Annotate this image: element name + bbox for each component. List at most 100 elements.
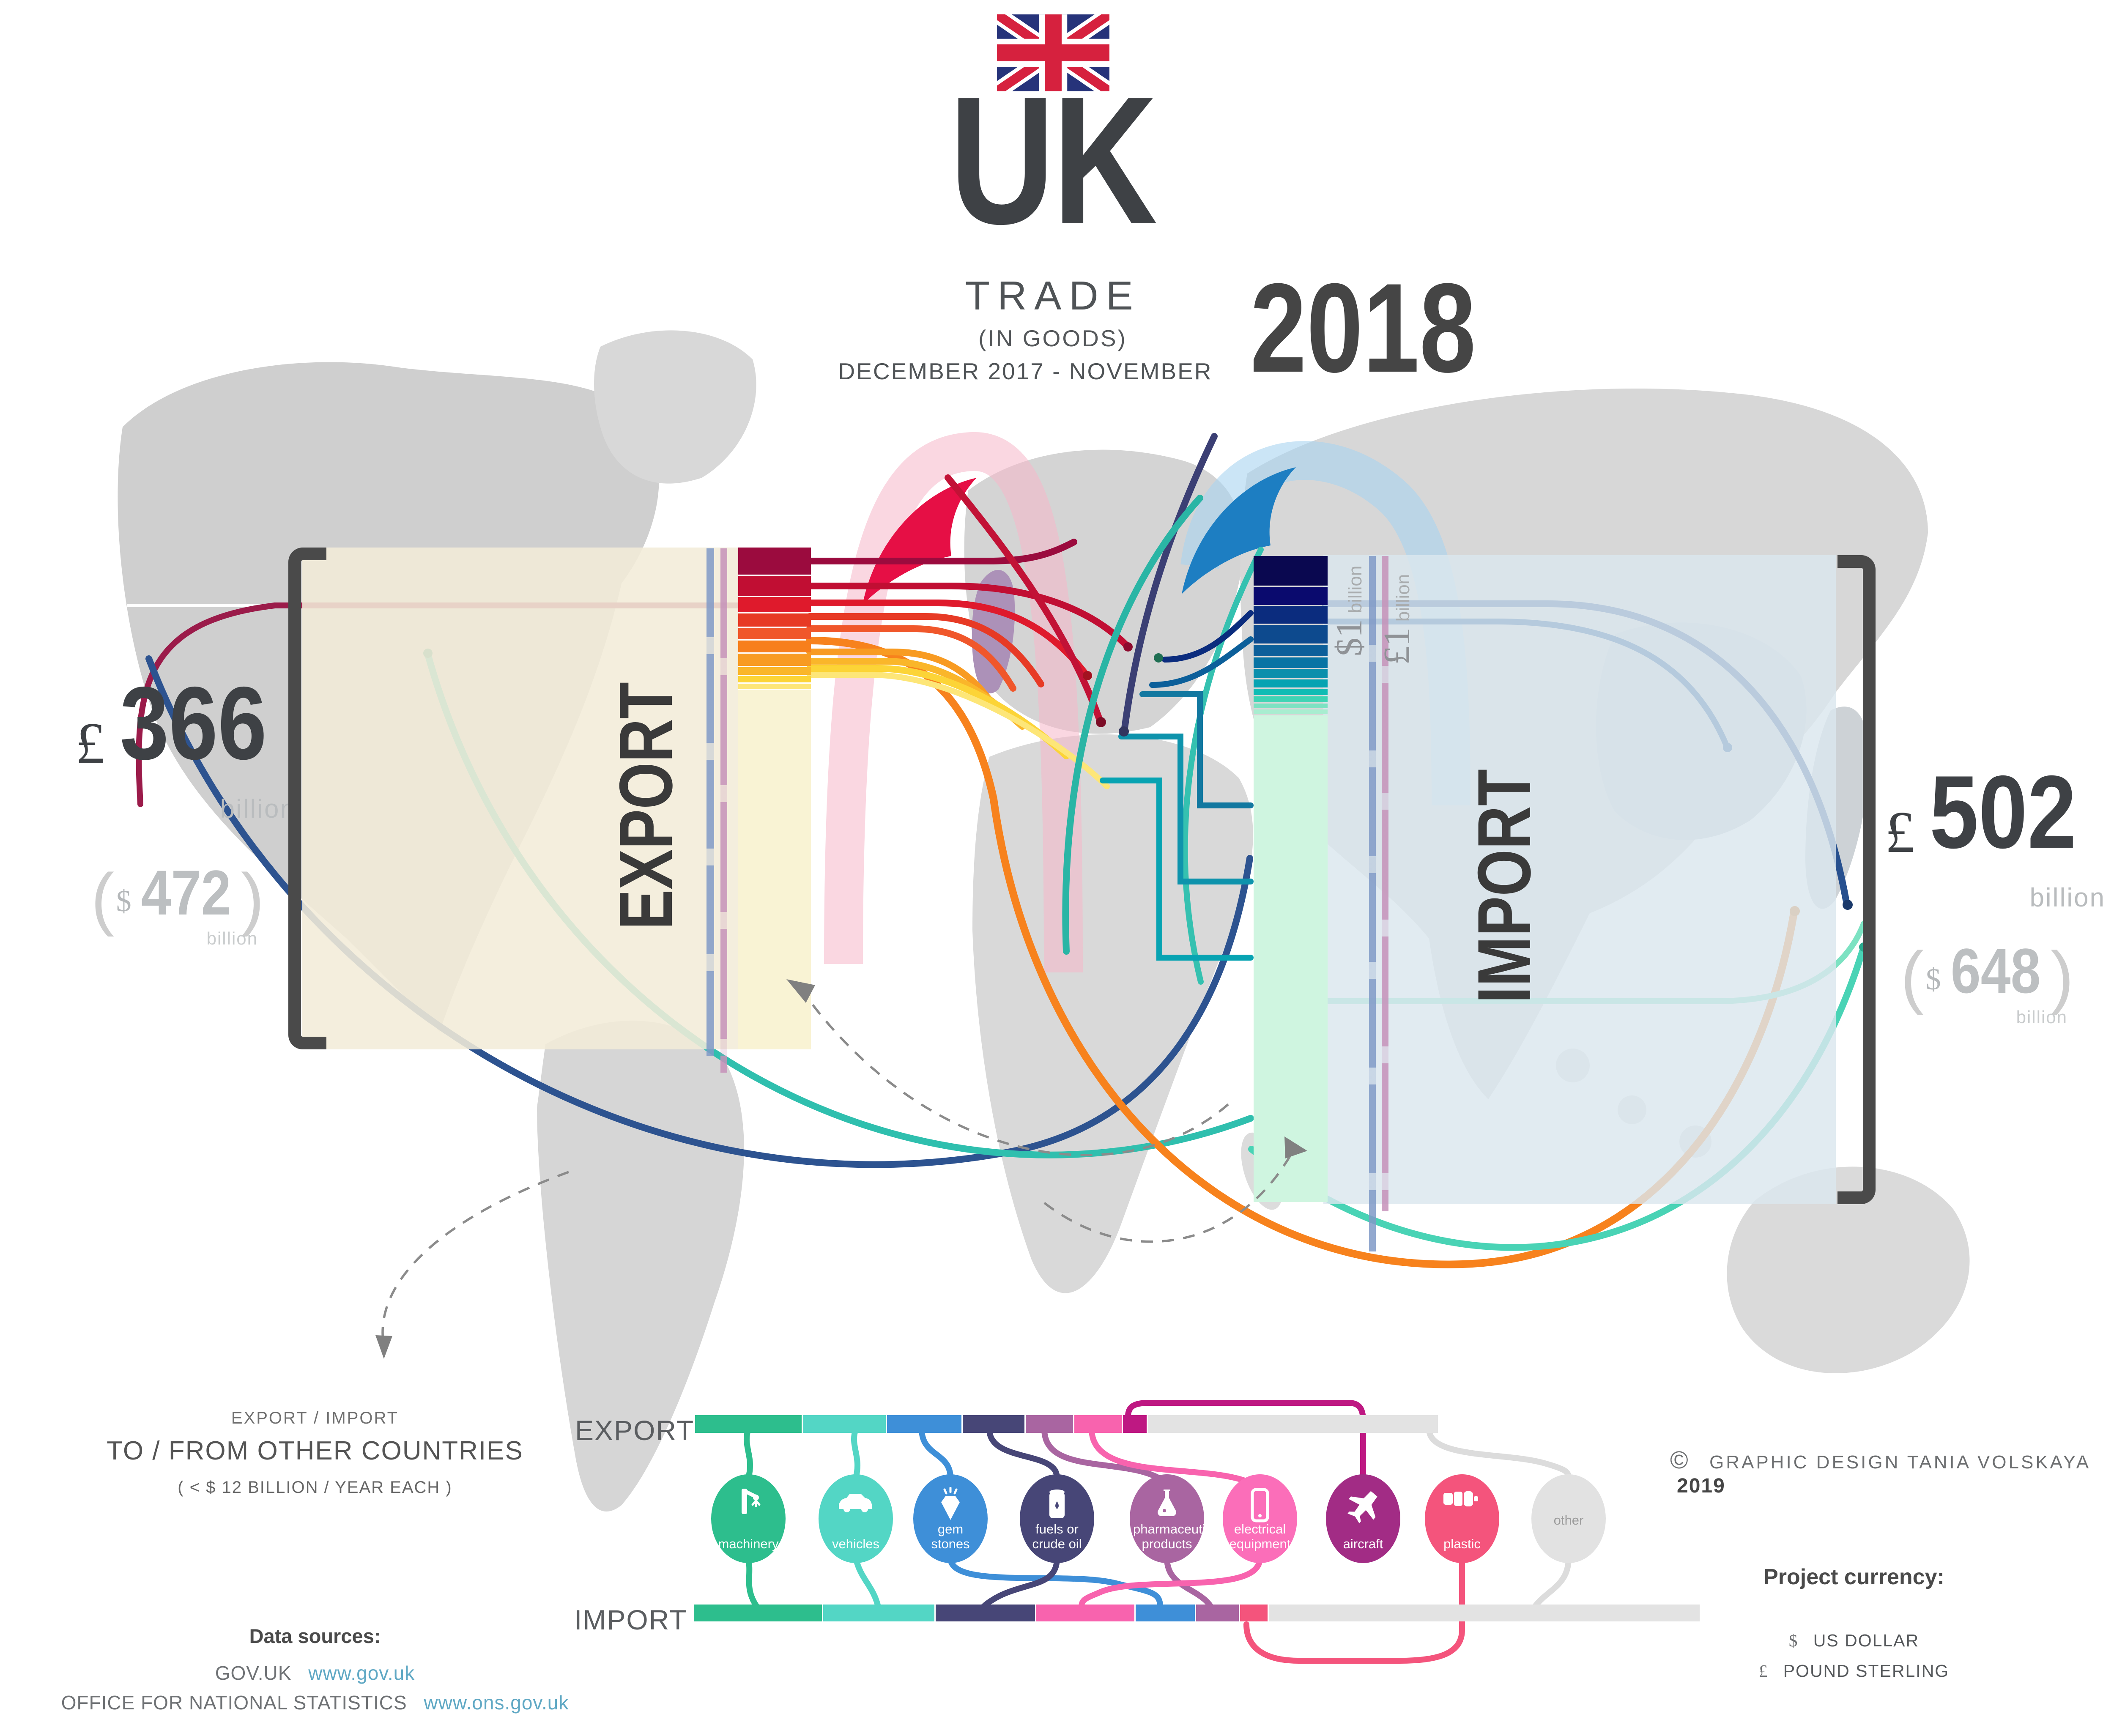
import-bar-gem-stones xyxy=(1136,1605,1195,1621)
import-bar-electrical-equipment xyxy=(1036,1605,1134,1621)
export-arrow-icon xyxy=(863,478,977,605)
category-machinery: machinery xyxy=(711,1474,786,1563)
category-label-electrical-equipment: electrical equipment xyxy=(1229,1522,1291,1551)
export-stack-segment-3 xyxy=(738,613,811,627)
import-category-bar xyxy=(694,1605,1700,1621)
import-stack-segment-8 xyxy=(1254,689,1328,695)
other-countries-note-line3: ( < $ 12 BILLION / YEAR EACH ) xyxy=(178,1478,452,1497)
import-stack-segment-4 xyxy=(1254,645,1328,656)
export-bracket xyxy=(288,548,326,1049)
import-stack-segment-11 xyxy=(1254,709,1328,714)
source-link[interactable]: www.ons.gov.uk xyxy=(424,1692,569,1714)
category-label-vehicles: vehicles xyxy=(832,1536,879,1551)
export-stack-segment-10 xyxy=(738,690,811,1049)
import-scale-ruler-gbp xyxy=(1382,556,1388,1211)
gbp-symbol: £ xyxy=(75,711,105,776)
import-stack-segment-5 xyxy=(1254,657,1328,668)
export-scale-ruler-usd xyxy=(706,548,714,1056)
project-currency-title: Project currency: xyxy=(1763,1565,1944,1589)
import-bar-plastic xyxy=(1240,1605,1268,1621)
category-label-plastic: plastic xyxy=(1443,1536,1481,1551)
import-usd-unit: billion xyxy=(2016,1007,2067,1027)
import-gbp-unit: billion xyxy=(2029,883,2106,912)
usd-symbol: $ xyxy=(1925,962,1941,996)
usd-scale-label: $1billion xyxy=(1329,565,1370,657)
export-gbp-unit: billion xyxy=(220,794,296,824)
dollar-icon: $ xyxy=(1788,1631,1799,1650)
map-uk-highlight xyxy=(972,570,1015,693)
gbp-scale-label: £1billion xyxy=(1377,574,1418,665)
title-subtitle: (IN GOODS) xyxy=(978,325,1127,351)
dashed-arrow-to-note xyxy=(381,1171,569,1347)
export-bar-machinery xyxy=(695,1415,802,1433)
export-stack-segment-0 xyxy=(738,548,811,575)
export-arc xyxy=(824,432,1083,973)
export-bar-electrical-equipment xyxy=(1074,1415,1122,1433)
export-scale-ruler-gbp xyxy=(720,548,727,1073)
category-label-machinery: machinery xyxy=(718,1536,779,1551)
title-period: DECEMBER 2017 - NOVEMBER xyxy=(838,358,1213,384)
aircraft-icon xyxy=(1345,1487,1382,1526)
export-bar-other xyxy=(1148,1415,1438,1433)
export-total-usd: ( $ 472 ) xyxy=(91,857,264,937)
source-link[interactable]: www.gov.uk xyxy=(308,1662,415,1684)
import-stack-segment-2 xyxy=(1254,606,1328,624)
export-stack-segment-4 xyxy=(738,628,811,639)
import-stack-segment-1 xyxy=(1254,587,1328,605)
import-bracket xyxy=(1837,555,1876,1204)
export-label-vertical: EXPORT xyxy=(604,682,688,930)
category-label-pharmaceutical-products: pharmaceutical products xyxy=(1133,1522,1222,1551)
import-bar-machinery xyxy=(694,1605,822,1621)
import-stack-segment-6 xyxy=(1254,669,1328,678)
bottom-import-label: IMPORT xyxy=(574,1604,687,1635)
designer-credit: © GRAPHIC DESIGN TANIA VOLSKAYA 2019 xyxy=(1670,1446,2093,1498)
machinery-icon xyxy=(731,1487,766,1520)
map-europe xyxy=(964,449,1243,734)
export-stack xyxy=(738,548,811,1051)
import-bar-vehicles xyxy=(823,1605,934,1621)
category-electrical-equipment: electrical equipment xyxy=(1223,1474,1297,1563)
credit-year: 2019 xyxy=(1677,1475,1725,1497)
export-region-box xyxy=(302,548,738,1049)
electrical-equipment-icon xyxy=(1246,1487,1273,1527)
export-category-bar xyxy=(695,1415,1438,1433)
import-bar-pharmaceutical-products xyxy=(1196,1605,1239,1621)
import-label-vertical: IMPORT xyxy=(1462,769,1546,1003)
title-country: UK xyxy=(950,59,1158,262)
category-aircraft: aircraft xyxy=(1326,1474,1400,1563)
import-bar-other xyxy=(1269,1605,1700,1621)
export-stack-segment-7 xyxy=(738,667,811,675)
export-usd-value: 472 xyxy=(141,857,231,928)
import-total-gbp: £ 502 xyxy=(1869,754,2106,870)
import-region-box xyxy=(1323,555,1836,1204)
map-greenland xyxy=(594,330,756,484)
category-pharmaceutical-products: pharmaceutical products xyxy=(1130,1474,1222,1563)
source-name: GOV.UK xyxy=(215,1662,292,1684)
title-trade: TRADE xyxy=(965,273,1141,318)
title-year: 2018 xyxy=(1250,257,1476,399)
export-stack-segment-8 xyxy=(738,676,811,682)
gbp-symbol: £ xyxy=(1885,800,1915,865)
uk-flag-icon xyxy=(992,7,1115,99)
import-stack-segment-10 xyxy=(1254,704,1328,708)
fuels-crude-oil-icon xyxy=(1041,1487,1073,1525)
vehicles-icon xyxy=(835,1487,876,1516)
export-bar-pharmaceutical-products xyxy=(1026,1415,1073,1433)
copyright-icon: © xyxy=(1670,1446,1690,1474)
source-name: OFFICE FOR NATIONAL STATISTICS xyxy=(61,1692,407,1714)
map-africa xyxy=(972,734,1253,1293)
export-bar-fuels-crude-oil xyxy=(963,1415,1024,1433)
import-stack xyxy=(1254,556,1328,1203)
category-plastic: plastic xyxy=(1425,1474,1499,1563)
import-gbp-value: 502 xyxy=(1929,754,2076,870)
category-fuels-crude-oil: fuels or crude oil xyxy=(1020,1474,1094,1563)
usd-symbol: $ xyxy=(116,884,131,918)
pound-icon: £ xyxy=(1758,1661,1769,1681)
category-label-fuels-crude-oil: fuels or crude oil xyxy=(1032,1522,1082,1551)
credit-text: GRAPHIC DESIGN TANIA VOLSKAYA xyxy=(1709,1452,2090,1473)
bottom-export-label: EXPORT xyxy=(575,1415,695,1446)
import-stack-segment-7 xyxy=(1254,679,1328,687)
category-label-aircraft: aircraft xyxy=(1343,1536,1383,1551)
currency-row-gbp: £ POUND STERLING xyxy=(1758,1661,1950,1681)
